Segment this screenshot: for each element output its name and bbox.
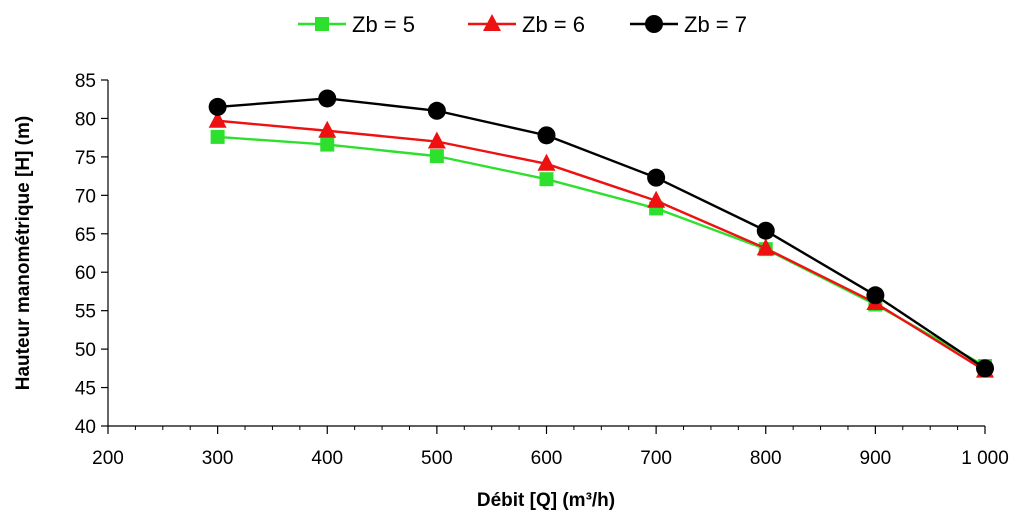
- data-point: [537, 126, 556, 145]
- legend-item-3: Zb = 7: [630, 12, 747, 37]
- x-tick-label: 800: [750, 448, 782, 469]
- data-point: [208, 97, 227, 116]
- y-tick-label: 70: [75, 186, 96, 207]
- series-line: [217, 97, 986, 370]
- legend-label: Zb = 5: [352, 12, 415, 37]
- series-line: [217, 119, 986, 372]
- x-tick-label: 400: [311, 448, 343, 469]
- data-point: [429, 149, 444, 164]
- data-point: [866, 286, 885, 305]
- x-tick-label: 700: [640, 448, 672, 469]
- data-point: [320, 137, 335, 152]
- data-point: [210, 129, 225, 144]
- x-ticks: 200 300 400 500 600 700 800 900 1 000: [92, 426, 1009, 469]
- y-tick-label: 40: [75, 417, 96, 438]
- data-point: [647, 190, 666, 208]
- data-point: [427, 131, 446, 149]
- data-point: [318, 120, 337, 138]
- data-point: [208, 110, 227, 128]
- data-point: [537, 153, 556, 171]
- series-line: [217, 135, 986, 368]
- y-tick-label: 75: [75, 148, 96, 169]
- legend-marker: [315, 17, 329, 31]
- legend-label: Zb = 7: [684, 12, 747, 37]
- legend-marker: [645, 15, 663, 33]
- x-tick-label: 900: [860, 448, 892, 469]
- data-point: [756, 238, 775, 256]
- data-point: [647, 168, 666, 187]
- y-tick-label: 50: [75, 340, 96, 361]
- y-tick-label: 45: [75, 379, 96, 400]
- y-axis-title: Hauteur manométrique [H] (m): [13, 116, 34, 390]
- data-point: [976, 359, 994, 378]
- data-point: [318, 89, 337, 108]
- y-ticks: 40 45 50 55 60 65 70 75 80 85: [75, 71, 108, 438]
- legend-item-2: Zb = 6: [468, 12, 585, 37]
- legend-item-1: Zb = 5: [298, 12, 415, 37]
- data-point: [756, 221, 775, 240]
- x-tick-label: 300: [202, 448, 234, 469]
- y-tick-label: 55: [75, 302, 96, 323]
- x-tick-label: 600: [531, 448, 563, 469]
- legend: Zb = 5 Zb = 6 Zb = 7: [298, 12, 747, 37]
- legend-label: Zb = 6: [522, 12, 585, 37]
- x-tick-label: 1 000: [961, 448, 1009, 469]
- series-3: [208, 89, 994, 378]
- x-axis-title: Débit [Q] (m³/h): [477, 490, 615, 511]
- y-tick-label: 65: [75, 225, 96, 246]
- y-tick-label: 60: [75, 263, 96, 284]
- series-layer: [208, 89, 994, 378]
- x-tick-label: 500: [421, 448, 453, 469]
- data-point: [427, 101, 446, 120]
- y-tick-label: 80: [75, 109, 96, 130]
- x-tick-label: 200: [92, 448, 124, 469]
- legend-marker: [483, 14, 501, 31]
- series-1: [210, 129, 992, 374]
- y-tick-label: 85: [75, 71, 96, 92]
- data-point: [539, 172, 554, 187]
